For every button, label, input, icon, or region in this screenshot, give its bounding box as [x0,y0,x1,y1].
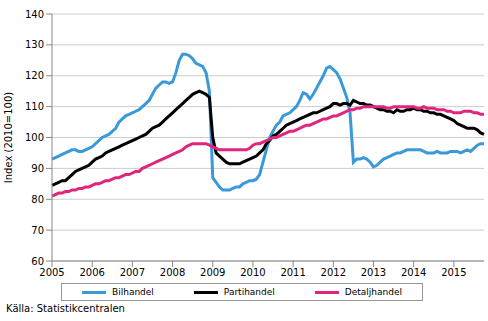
svg-text:100: 100 [25,132,44,143]
html-text:Källa: Statistikcentralen: Källa: Statistikcentralen [6,303,125,314]
html-text:Detaljhandel: Detaljhandel [344,287,402,297]
svg-text:2014: 2014 [401,267,426,278]
svg-text:2006: 2006 [79,267,104,278]
svg-text:2007: 2007 [120,267,145,278]
svg-text:2012: 2012 [321,267,346,278]
svg-text:110: 110 [25,101,44,112]
svg-text:2005: 2005 [39,267,64,278]
svg-text:2015: 2015 [441,267,466,278]
svg-text:140: 140 [25,9,44,20]
svg-text:2010: 2010 [240,267,265,278]
svg-text:2013: 2013 [361,267,386,278]
svg-text:2011: 2011 [280,267,305,278]
svg-text:80: 80 [31,194,44,205]
html-text:Partihandel: Partihandel [223,287,275,297]
svg-text:2008: 2008 [160,267,185,278]
html-text:Bilhandel: Bilhandel [112,287,154,297]
svg-text:70: 70 [31,225,44,236]
svg-text:2009: 2009 [200,267,225,278]
svg-text:Index (2010=100): Index (2010=100) [8,92,14,184]
svg-text:120: 120 [25,70,44,81]
svg-text:130: 130 [25,39,44,50]
svg-text:60: 60 [31,256,44,267]
svg-text:90: 90 [31,163,44,174]
